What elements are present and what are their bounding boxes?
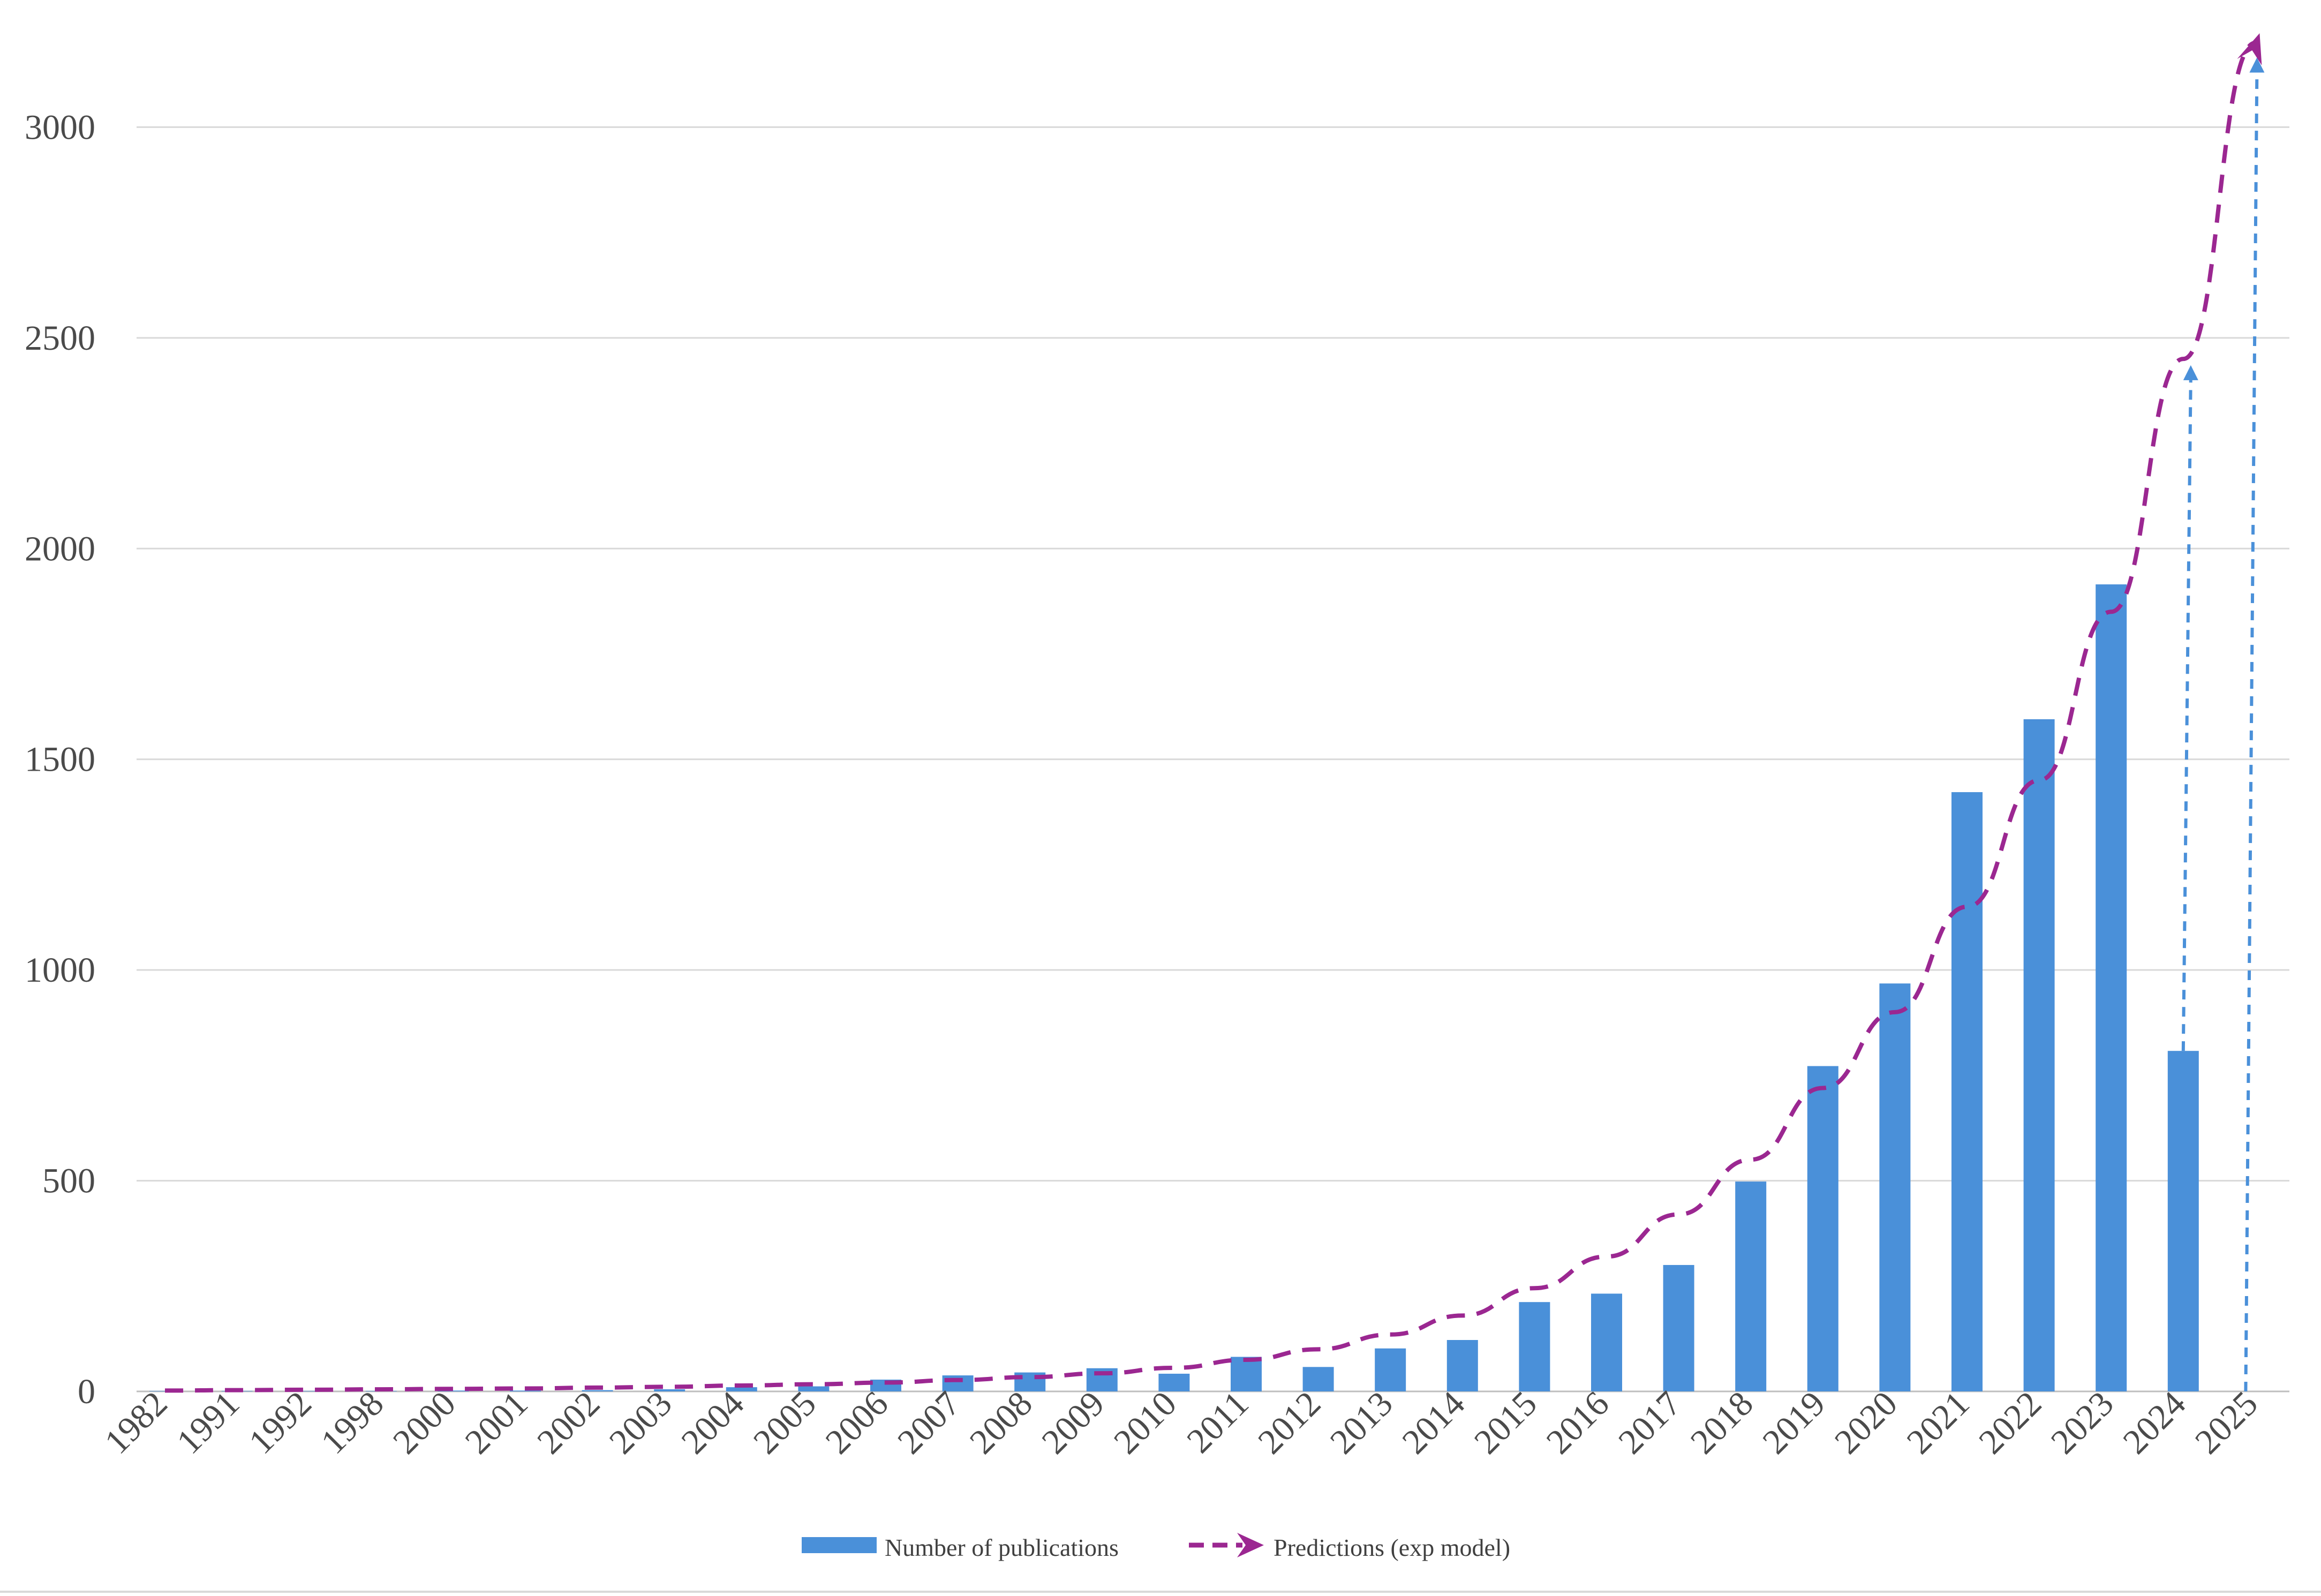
- x-tick-label: 2010: [1106, 1384, 1184, 1462]
- bar-2001: [510, 1390, 541, 1391]
- bar-2023: [2096, 584, 2127, 1391]
- x-tick-label: 2013: [1323, 1384, 1400, 1462]
- x-tick-label: 2009: [1034, 1384, 1112, 1462]
- x-tick-label: 2019: [1755, 1384, 1833, 1462]
- bar-2015: [1519, 1302, 1550, 1391]
- projection-line-2025: [2244, 70, 2259, 1392]
- legend-label-predictions: Predictions (exp model): [1273, 1534, 1510, 1561]
- x-tick-label: 2015: [1467, 1384, 1544, 1462]
- y-tick-label: 2500: [25, 319, 95, 358]
- bar-2013: [1375, 1348, 1406, 1391]
- gridlines: [137, 126, 2289, 1392]
- x-tick-label: 2003: [602, 1384, 680, 1462]
- projection-arrowhead-2025: [2249, 57, 2265, 73]
- bar-2020: [1879, 983, 1911, 1391]
- bar-2019: [1807, 1066, 1838, 1391]
- bar-2017: [1663, 1264, 1694, 1391]
- x-tick-label: 1991: [169, 1384, 247, 1462]
- x-tick-label: 2000: [386, 1384, 463, 1462]
- bar-2011: [1231, 1357, 1262, 1391]
- x-tick-label: 2025: [2188, 1384, 2265, 1462]
- bar-2010: [1158, 1373, 1190, 1391]
- prediction-arrowhead: [2237, 33, 2262, 65]
- bar-2000: [438, 1390, 469, 1391]
- y-tick-label: 1500: [25, 740, 95, 779]
- y-tick-label: 3000: [25, 108, 95, 147]
- legend-swatch-publications: [802, 1537, 877, 1553]
- x-tick-label: 2001: [458, 1384, 536, 1462]
- bar-2007: [942, 1375, 974, 1391]
- y-tick-label: 2000: [25, 529, 95, 568]
- x-tick-label: 2014: [1395, 1384, 1472, 1462]
- x-tick-label: 1992: [242, 1384, 319, 1462]
- y-axis-ticks: 0 500 1000 1500 2000 2500 3000: [25, 108, 95, 1411]
- x-tick-label: 2018: [1683, 1384, 1761, 1462]
- y-tick-label: 500: [42, 1162, 95, 1201]
- x-tick-label: 2002: [530, 1384, 607, 1462]
- x-tick-label: 2023: [2044, 1384, 2121, 1462]
- x-tick-label: 1982: [97, 1384, 175, 1462]
- legend-label-publications: Number of publications: [885, 1534, 1119, 1561]
- bar-2021: [1951, 792, 1983, 1391]
- y-tick-label: 0: [78, 1372, 95, 1411]
- x-tick-label: 1998: [313, 1384, 391, 1462]
- bar-2003: [654, 1389, 685, 1391]
- x-tick-label: 2012: [1250, 1384, 1328, 1462]
- x-tick-label: 2017: [1611, 1384, 1689, 1462]
- bar-2005: [798, 1386, 830, 1391]
- projection-line-2024: [2181, 378, 2192, 1051]
- prediction-series: [164, 33, 2262, 1393]
- bar-2002: [582, 1390, 613, 1391]
- x-tick-label: 2005: [746, 1384, 824, 1462]
- projection-arrows: [2181, 57, 2265, 1392]
- legend: Number of publications Predictions (exp …: [802, 1533, 1510, 1561]
- bar-2024: [2167, 1051, 2199, 1391]
- bar-2014: [1446, 1340, 1478, 1391]
- x-tick-label: 2007: [890, 1384, 968, 1462]
- y-tick-label: 1000: [25, 951, 95, 990]
- x-tick-label: 2006: [818, 1384, 896, 1462]
- x-tick-label: 2008: [962, 1384, 1040, 1462]
- x-tick-label: 2011: [1179, 1384, 1256, 1461]
- x-tick-label: 2004: [674, 1384, 751, 1462]
- x-tick-label: 2022: [1971, 1384, 2049, 1462]
- bar-2018: [1735, 1181, 1767, 1391]
- legend-arrow-icon: [1237, 1533, 1264, 1557]
- bar-2004: [726, 1387, 757, 1391]
- x-axis-ticks: 1982199119921998200020012002200320042005…: [97, 1384, 2265, 1462]
- bar-2022: [2023, 719, 2055, 1391]
- x-tick-label: 2020: [1827, 1384, 1905, 1462]
- bar-2016: [1591, 1293, 1622, 1391]
- x-tick-label: 2016: [1539, 1384, 1617, 1462]
- bar-series: [149, 584, 2199, 1391]
- projection-arrowhead-2024: [2183, 365, 2198, 380]
- x-tick-label: 2021: [1900, 1384, 1977, 1462]
- bar-2012: [1302, 1367, 1334, 1391]
- x-tick-label: 2024: [2115, 1384, 2193, 1462]
- prediction-line: [164, 41, 2256, 1393]
